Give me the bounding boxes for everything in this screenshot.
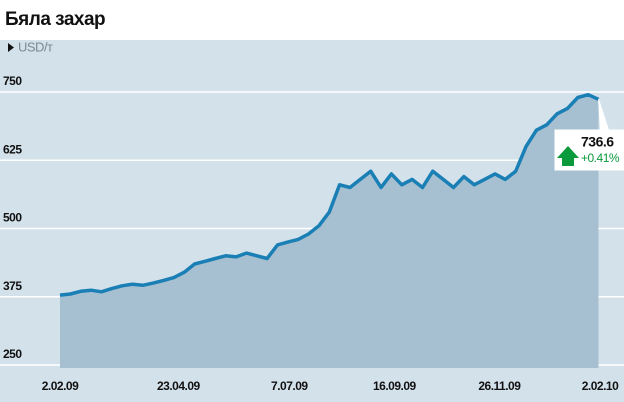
header-bg [0, 0, 624, 40]
y-tick-label: 375 [3, 279, 22, 293]
x-tick-label: 16.09.09 [373, 379, 417, 393]
y-axis-label: USD/т [18, 39, 53, 54]
x-tick-label: 26.11.09 [478, 379, 521, 393]
up-arrow [557, 146, 579, 166]
change: +0.41% [581, 151, 620, 165]
x-tick-label: 2.02.10 [582, 379, 619, 393]
last-value: 736.6 [581, 134, 614, 150]
y-tick-label: 750 [3, 74, 22, 88]
x-tick-label: 2.02.09 [42, 379, 79, 393]
y-tick-label: 250 [3, 347, 22, 361]
area [60, 94, 599, 368]
x-tick-label: 23.04.09 [157, 379, 201, 393]
y-tick-label: 625 [3, 142, 22, 156]
chart-title: Бяла захар [5, 9, 105, 30]
x-tick-label: 7.07.09 [271, 379, 308, 393]
bullet [8, 43, 14, 52]
y-tick-label: 500 [3, 211, 22, 225]
line [59, 92, 600, 297]
